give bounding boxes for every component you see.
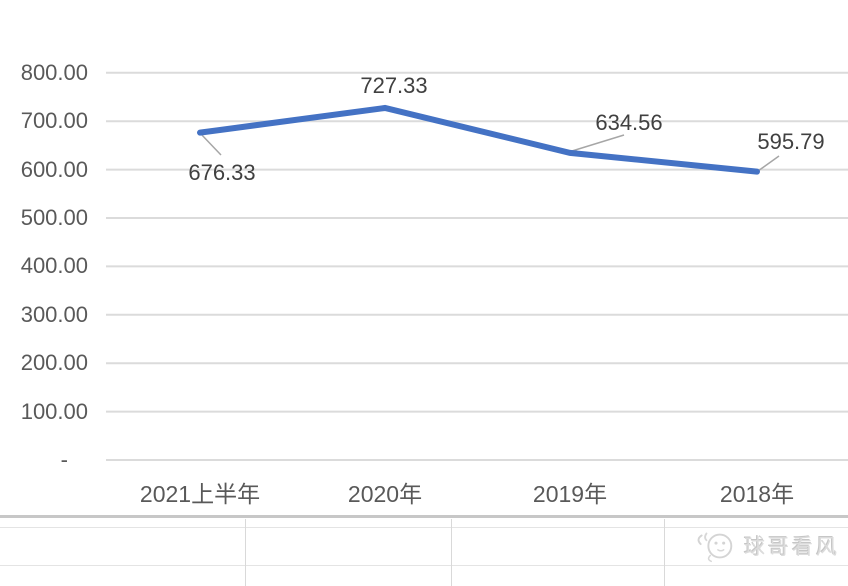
y-axis-tick-label: 300.00 — [20, 301, 88, 327]
mascot-face-icon — [697, 532, 733, 563]
x-axis-category-label: 2019年 — [532, 481, 608, 507]
data-point-label: 727.33 — [360, 72, 428, 98]
x-axis-category-label: 2018年 — [719, 481, 795, 507]
sheet-row-border — [0, 515, 848, 518]
y-axis-tick-label: 800.00 — [20, 59, 88, 85]
y-axis-tick-label: 100.00 — [20, 398, 88, 424]
sheet-column-gridline — [245, 519, 246, 586]
y-axis-tick-label: 600.00 — [20, 156, 88, 182]
y-axis-tick-label: - — [60, 447, 68, 472]
watermark-text: 球哥看风 — [744, 536, 840, 559]
y-axis-tick-label: 200.00 — [20, 350, 88, 376]
sheet-row-gridline — [0, 565, 848, 566]
sheet-row-gridline — [0, 527, 848, 528]
data-label-leader-line — [757, 155, 780, 172]
data-point-label: 676.33 — [188, 159, 256, 185]
data-label-leader-line — [199, 132, 222, 156]
data-label-leader-line — [571, 134, 625, 152]
sheet-column-gridline — [664, 519, 665, 586]
data-point-label: 595.79 — [757, 128, 825, 154]
watermark: 球哥看风 — [694, 526, 840, 566]
sheet-column-gridline — [451, 519, 452, 586]
x-axis-category-label: 2021上半年 — [139, 481, 261, 507]
data-point-label: 634.56 — [595, 109, 663, 135]
y-axis-tick-label: 500.00 — [20, 205, 88, 230]
data-line-series — [197, 104, 760, 175]
y-axis-tick-label: 400.00 — [20, 253, 88, 279]
x-axis-category-label: 2020年 — [347, 481, 423, 507]
y-axis-tick-label: 700.00 — [20, 108, 88, 134]
